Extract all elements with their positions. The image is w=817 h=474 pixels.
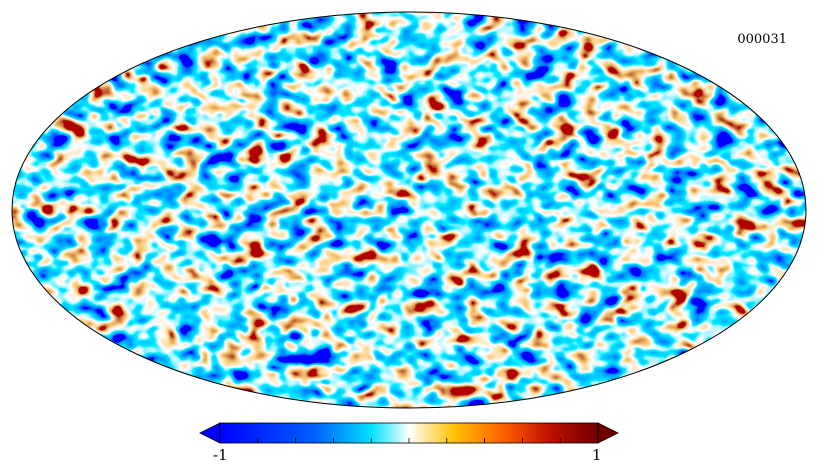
colorbar-max-arrow <box>597 422 619 444</box>
colorbar-ticks <box>219 438 599 443</box>
colorbar-min-arrow <box>199 422 221 444</box>
map-id-label: 000031 <box>737 32 787 47</box>
mollweide-map <box>11 11 807 409</box>
colorbar-max-label: 1 <box>592 446 602 464</box>
colorbar: -1 1 <box>0 420 817 474</box>
colorbar-min-label: -1 <box>213 446 228 464</box>
colorbar-graphic <box>199 422 619 444</box>
map-field <box>12 12 806 408</box>
sky-map: 000031 <box>11 11 807 409</box>
map-outline <box>11 11 807 409</box>
